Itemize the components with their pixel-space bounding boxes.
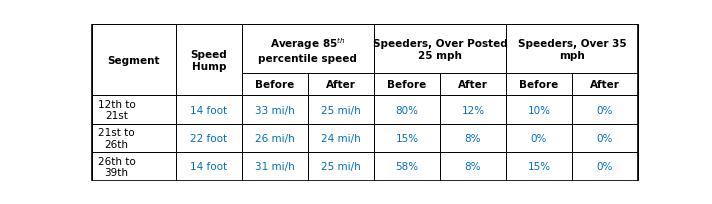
Text: Segment: Segment	[108, 56, 160, 65]
Bar	[572, 96, 638, 124]
Text: After: After	[590, 80, 620, 90]
Bar	[374, 74, 440, 96]
Text: Before: Before	[519, 80, 559, 90]
Bar	[92, 25, 176, 96]
Bar	[308, 153, 374, 181]
Bar	[440, 96, 506, 124]
Bar	[308, 74, 374, 96]
Bar	[242, 74, 308, 96]
Bar	[308, 124, 374, 153]
Bar	[176, 153, 242, 181]
Bar	[506, 25, 638, 74]
Text: 25 mi/h: 25 mi/h	[321, 105, 361, 115]
Text: 31 mi/h: 31 mi/h	[255, 162, 295, 172]
Text: 15%: 15%	[528, 162, 550, 172]
Text: Before: Before	[255, 80, 295, 90]
Bar	[506, 74, 572, 96]
Bar	[572, 74, 638, 96]
Bar	[176, 124, 242, 153]
Text: 22 foot: 22 foot	[190, 133, 227, 143]
Bar	[506, 96, 572, 124]
Bar	[308, 96, 374, 124]
Text: 33 mi/h: 33 mi/h	[255, 105, 295, 115]
Bar	[92, 153, 176, 181]
Bar	[506, 153, 572, 181]
Text: 80%: 80%	[395, 105, 419, 115]
Bar	[506, 124, 572, 153]
Bar	[242, 25, 374, 74]
Text: Speeders, Over 35
mph: Speeders, Over 35 mph	[518, 39, 627, 60]
Bar	[572, 124, 638, 153]
Text: 0%: 0%	[597, 105, 613, 115]
Text: After: After	[458, 80, 488, 90]
Text: 8%: 8%	[465, 133, 481, 143]
Text: 24 mi/h: 24 mi/h	[321, 133, 361, 143]
Text: 0%: 0%	[597, 162, 613, 172]
Text: 25 mi/h: 25 mi/h	[321, 162, 361, 172]
Bar	[572, 153, 638, 181]
Bar	[242, 124, 308, 153]
Bar	[440, 153, 506, 181]
Text: 8%: 8%	[465, 162, 481, 172]
Bar	[242, 96, 308, 124]
Bar	[242, 153, 308, 181]
Text: 26 mi/h: 26 mi/h	[255, 133, 295, 143]
Bar	[92, 124, 176, 153]
Bar	[374, 124, 440, 153]
Bar	[176, 25, 242, 96]
Text: 14 foot: 14 foot	[190, 162, 227, 172]
Bar	[374, 96, 440, 124]
Text: 0%: 0%	[531, 133, 548, 143]
Text: 10%: 10%	[528, 105, 550, 115]
Text: 0%: 0%	[597, 133, 613, 143]
Bar	[374, 25, 506, 74]
Text: 12th to
21st: 12th to 21st	[98, 99, 135, 121]
Bar	[374, 153, 440, 181]
Text: 26th to
39th: 26th to 39th	[98, 156, 135, 177]
Text: Average 85$^{th}$
percentile speed: Average 85$^{th}$ percentile speed	[258, 36, 357, 63]
Text: 58%: 58%	[395, 162, 419, 172]
Text: Speeders, Over Posted
25 mph: Speeders, Over Posted 25 mph	[372, 39, 508, 60]
Bar	[92, 96, 176, 124]
Bar	[176, 96, 242, 124]
Text: 15%: 15%	[395, 133, 419, 143]
Text: Before: Before	[387, 80, 426, 90]
Text: 14 foot: 14 foot	[190, 105, 227, 115]
Text: After: After	[326, 80, 356, 90]
Text: 12%: 12%	[461, 105, 485, 115]
Bar	[440, 124, 506, 153]
Bar	[440, 74, 506, 96]
Text: 21st to
26th: 21st to 26th	[98, 128, 135, 149]
Text: Speed
Hump: Speed Hump	[190, 50, 227, 71]
